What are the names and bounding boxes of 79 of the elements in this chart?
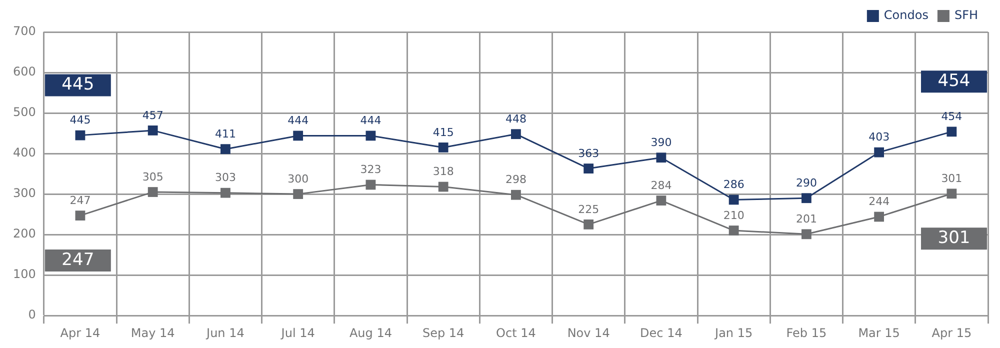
data-label: 303 — [214, 171, 236, 184]
data-label: 444 — [360, 114, 382, 128]
x-tick-label: Aug 14 — [349, 326, 392, 340]
point — [511, 190, 521, 200]
point — [874, 147, 884, 158]
data-label: 415 — [432, 126, 454, 139]
point — [656, 196, 666, 206]
data-label: 298 — [505, 173, 526, 186]
y-tick-label: 200 — [13, 226, 36, 241]
data-label: 300 — [288, 172, 309, 186]
data-label: 286 — [723, 178, 744, 192]
x-tick-label: May 14 — [130, 326, 175, 340]
y-tick-label: 500 — [13, 105, 36, 120]
legend-label: SFH — [954, 8, 978, 22]
x-tick-label: Apr 14 — [60, 326, 100, 340]
point — [946, 188, 957, 199]
data-label: 363 — [578, 146, 600, 160]
data-label: 318 — [432, 165, 454, 178]
data-label: 244 — [868, 195, 890, 208]
point — [946, 126, 957, 137]
point — [584, 164, 594, 174]
data-label: 454 — [941, 110, 962, 124]
x-tick-label: Jul 14 — [280, 326, 315, 340]
data-label: 301 — [941, 172, 962, 186]
point — [801, 229, 812, 240]
data-label: 247 — [70, 194, 91, 207]
point — [438, 182, 448, 192]
x-tick-label: Oct 14 — [496, 326, 536, 340]
data-label: 457 — [142, 108, 164, 122]
point — [293, 189, 304, 200]
data-label: 305 — [142, 170, 164, 184]
x-tick-label: Jun 14 — [206, 326, 244, 340]
data-label: 323 — [360, 163, 382, 176]
data-label: 403 — [868, 130, 890, 144]
point — [75, 210, 86, 220]
legend-label: Condos — [884, 8, 928, 22]
x-tick-label: Sep 14 — [422, 326, 464, 340]
point — [366, 130, 376, 141]
x-tick-label: Apr 15 — [932, 326, 972, 340]
annotation: 301 — [938, 228, 970, 248]
y-tick-label: 300 — [13, 186, 36, 200]
x-tick-label: Jan 15 — [714, 326, 753, 340]
point — [293, 130, 304, 141]
point — [728, 194, 739, 205]
data-label: 201 — [796, 212, 817, 226]
y-tick-label: 600 — [13, 64, 36, 79]
x-tick-label: Dec 14 — [640, 326, 682, 340]
y-tick-label: 0 — [28, 308, 36, 322]
x-tick-label: Mar 15 — [858, 326, 900, 340]
point — [874, 212, 884, 222]
point — [728, 226, 739, 236]
x-tick-label: Feb 15 — [786, 326, 827, 340]
point — [656, 152, 666, 163]
point — [366, 180, 376, 190]
point — [584, 219, 594, 230]
point — [148, 187, 158, 197]
point — [438, 142, 448, 152]
data-label: 390 — [650, 136, 672, 149]
point — [511, 129, 521, 140]
annotation: 454 — [938, 71, 970, 92]
data-label: 284 — [650, 178, 672, 192]
data-label: 411 — [214, 127, 236, 140]
data-label: 290 — [796, 176, 817, 190]
data-label: 225 — [578, 202, 600, 216]
x-tick-label: Nov 14 — [567, 326, 610, 340]
data-label: 444 — [288, 114, 309, 128]
point — [148, 126, 158, 136]
data-label: 210 — [723, 208, 744, 222]
data-label: 448 — [505, 112, 526, 126]
annotation: 445 — [62, 74, 94, 95]
y-tick-label: 100 — [13, 267, 36, 282]
point — [220, 144, 230, 154]
data-label: 445 — [70, 114, 91, 127]
point — [801, 193, 812, 204]
y-tick-label: 700 — [13, 24, 36, 38]
point — [220, 188, 230, 198]
y-tick-label: 400 — [13, 146, 36, 160]
point — [75, 130, 86, 140]
annotation: 247 — [62, 250, 94, 270]
